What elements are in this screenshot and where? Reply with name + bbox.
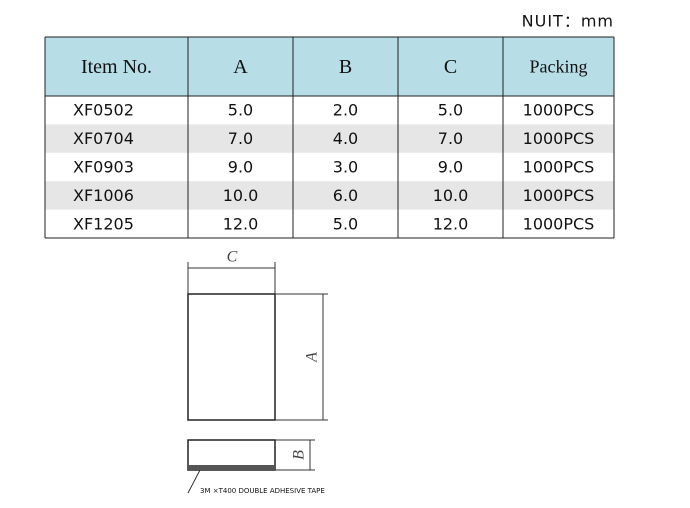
top-view — [187, 293, 276, 421]
cell: XF0704 — [73, 129, 134, 148]
tape-layer — [188, 465, 275, 470]
cell: 5.0 — [228, 101, 253, 120]
header-cell: Packing — [530, 57, 588, 77]
cell: 5.0 — [333, 214, 358, 233]
cell: 9.0 — [438, 158, 463, 177]
cell: 1000PCS — [523, 214, 595, 233]
table: Item No. A B C Packing XF0502 5.0 2.0 5.0 1000PCS… — [44, 36, 615, 239]
cell: 5.0 — [438, 101, 463, 120]
leader-line — [187, 469, 201, 494]
cell: 6.0 — [333, 186, 358, 205]
cell: 2.0 — [333, 101, 358, 120]
cell: 7.0 — [438, 129, 463, 148]
cell: 1000PCS — [523, 101, 595, 120]
diagram: C A B 3M ×T400 DOUBLE ADHESIVE TAPE — [187, 249, 328, 495]
header-cell: A — [233, 56, 248, 78]
cell: 1000PCS — [523, 186, 595, 205]
cell: XF0903 — [73, 158, 134, 177]
cell: 10.0 — [433, 186, 469, 205]
dim-label: B — [291, 450, 308, 460]
cell: 12.0 — [223, 214, 259, 233]
cell: XF1006 — [73, 186, 134, 205]
row-bg — [45, 124, 614, 153]
header-cell: C — [444, 56, 457, 78]
header-cell: B — [339, 56, 352, 78]
cell: 12.0 — [433, 214, 469, 233]
header-cell: Item No. — [81, 56, 152, 78]
cell: 1000PCS — [523, 158, 595, 177]
tape-label: 3M ×T400 DOUBLE ADHESIVE TAPE — [200, 487, 325, 495]
cell: 7.0 — [228, 129, 253, 148]
header-bg — [45, 37, 614, 96]
dim-label: A — [304, 352, 321, 363]
unit: NUIT：mm — [522, 12, 614, 31]
cell: XF0502 — [73, 101, 134, 120]
cell: 1000PCS — [523, 129, 595, 148]
row-bg — [45, 181, 614, 210]
cell: 10.0 — [223, 186, 259, 205]
cell: 3.0 — [333, 158, 358, 177]
cell: 9.0 — [228, 158, 253, 177]
cell: 4.0 — [333, 129, 358, 148]
dim-label: C — [227, 249, 238, 266]
cell: XF1205 — [73, 214, 134, 233]
